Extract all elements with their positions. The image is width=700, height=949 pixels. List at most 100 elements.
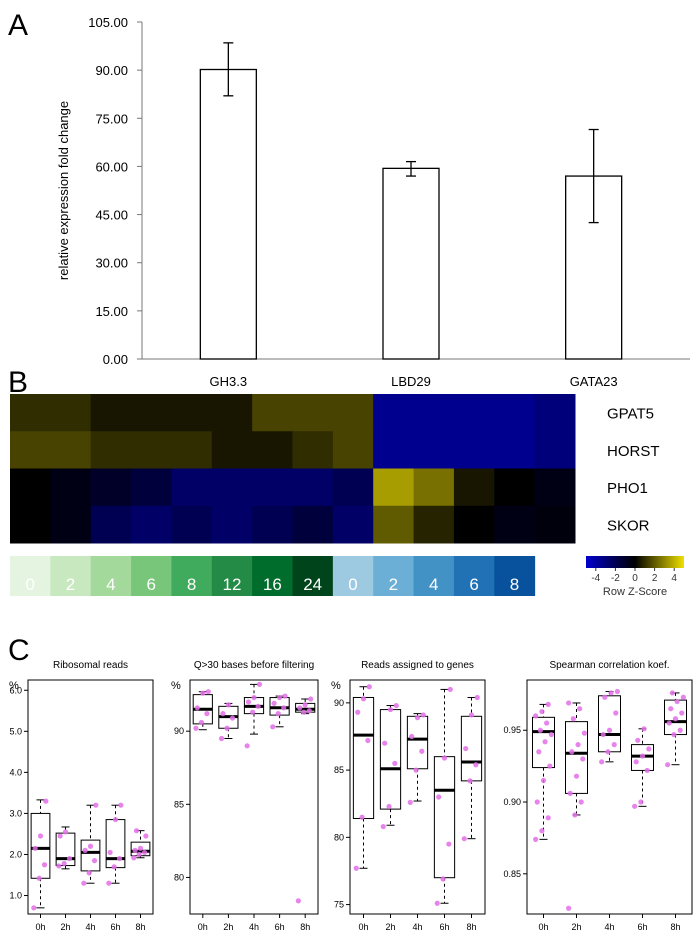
c-data-point: [605, 749, 611, 755]
c-data-point: [632, 803, 638, 809]
c-data-point: [441, 755, 448, 761]
b-timepoint-label: 24: [303, 575, 322, 594]
a-y-tick-label: 15.00: [95, 304, 128, 319]
a-bar: [382, 167, 440, 360]
c-x-tick-label: 8h: [300, 922, 310, 932]
c-data-point: [141, 849, 148, 856]
c-data-point: [111, 864, 117, 870]
c-data-point: [275, 711, 281, 717]
b-heatmap-cell: [373, 468, 415, 507]
b-heatmap-cell: [373, 394, 415, 432]
c-data-point: [547, 763, 553, 769]
c-data-point: [666, 720, 672, 726]
c-y-tick-label: 6.0: [9, 685, 22, 695]
c-data-point: [218, 735, 225, 742]
panel-letter-c: C: [8, 634, 30, 667]
c-x-tick-label: 8h: [466, 922, 476, 932]
b-heatmap-cell: [292, 468, 334, 507]
b-heatmap-cell: [10, 431, 51, 469]
c-data-point: [245, 699, 252, 705]
c-data-point: [91, 858, 98, 864]
b-heatmap-cell: [332, 468, 374, 507]
c-data-point: [193, 725, 199, 731]
c-data-point: [536, 749, 542, 755]
c-x-tick-label: 6h: [275, 922, 285, 932]
b-timepoint-label: 12: [223, 575, 242, 594]
b-heatmap-cell: [332, 505, 374, 544]
b-timepoint-swatch: [131, 556, 172, 596]
c-data-point: [31, 905, 37, 911]
c-data-point: [570, 716, 576, 722]
c-data-point: [613, 710, 619, 716]
c-data-point: [606, 727, 613, 733]
b-heatmap-cell: [373, 431, 415, 469]
c-data-point: [251, 694, 257, 701]
c-data-point: [569, 749, 575, 755]
c-data-point: [573, 773, 580, 779]
c-data-point: [198, 719, 205, 726]
c-data-point: [133, 828, 140, 834]
c-data-point: [537, 727, 543, 733]
c-data-point: [205, 689, 211, 695]
c-data-point: [282, 693, 288, 699]
c-y-tick-label: 2.0: [9, 849, 22, 859]
c-data-point: [61, 860, 67, 867]
b-heatmap-cell: [90, 394, 132, 432]
c-y-tick-label: 0.90: [503, 797, 521, 807]
c-data-point: [436, 794, 442, 800]
c-data-point: [474, 694, 480, 701]
c-data-point: [41, 862, 48, 868]
c-y-tick-label: 5.0: [9, 726, 22, 736]
c-data-point: [674, 698, 680, 705]
c-data-point: [87, 843, 94, 849]
c-data-point: [393, 702, 399, 709]
c-y-tick-label: 0.85: [503, 869, 521, 879]
c-data-point: [118, 802, 124, 808]
c-data-point: [599, 759, 605, 765]
c-data-point: [387, 706, 394, 713]
a-y-tick-label: 75.00: [95, 111, 128, 126]
b-row-label: SKOR: [607, 517, 650, 534]
b-legend-tick-label: 0: [632, 573, 638, 584]
c-data-point: [665, 762, 671, 768]
c-data-point: [306, 708, 312, 714]
c-data-point: [414, 715, 421, 721]
c-data-point: [81, 880, 87, 886]
c-data-point: [639, 753, 646, 759]
b-heatmap-cell: [252, 505, 293, 544]
c-data-point: [224, 725, 230, 731]
b-timepoint-swatch: [453, 556, 495, 596]
c-data-point: [36, 875, 42, 881]
c-y-tick-label: 0.95: [503, 725, 521, 735]
b-heatmap-cell: [50, 505, 92, 544]
c-data-point: [534, 799, 540, 805]
c-data-point: [107, 849, 113, 856]
a-y-tick-label: 60.00: [95, 159, 128, 174]
b-timepoint-label: 4: [106, 575, 115, 594]
c-y-tick-label: 80: [174, 872, 184, 882]
b-heatmap-cell: [453, 505, 495, 544]
b-heatmap-cell: [211, 431, 253, 469]
c-data-point: [86, 870, 92, 876]
c-data-point: [646, 746, 652, 752]
b-heatmap-cell: [90, 505, 132, 544]
c-data-point: [200, 690, 206, 696]
c-data-point: [409, 733, 415, 740]
c-y-tick-label: 3.0: [9, 808, 22, 818]
c-data-point: [679, 710, 685, 716]
c-data-point: [677, 727, 683, 733]
c-data-point: [548, 731, 554, 738]
b-timepoint-swatch: [332, 556, 374, 596]
c-y-tick-label: 90: [174, 726, 184, 736]
a-y-tick-label: 45.00: [95, 208, 128, 223]
c-data-point: [56, 863, 62, 869]
c-data-point: [540, 777, 547, 784]
c-data-point: [106, 880, 112, 886]
c-data-point: [250, 709, 256, 715]
b-heatmap-cell: [534, 431, 576, 469]
c-data-point: [539, 708, 545, 715]
c-x-tick-label: 0h: [35, 922, 45, 932]
c-data-point: [575, 742, 581, 748]
b-heatmap-cell: [252, 394, 293, 432]
c-plot-title: Q>30 bases before filtering: [194, 660, 314, 671]
